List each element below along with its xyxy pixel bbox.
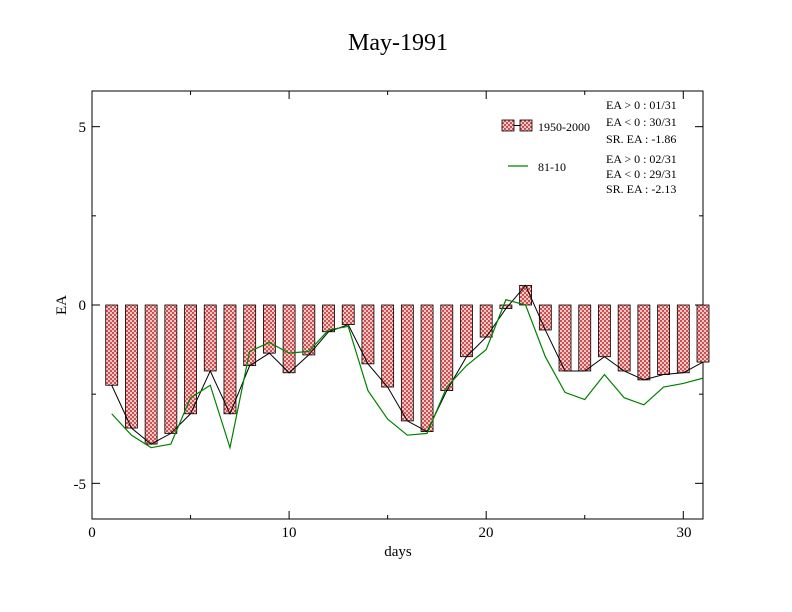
bar	[125, 304, 138, 429]
bar	[243, 304, 257, 367]
bar	[400, 304, 414, 422]
bar	[479, 304, 493, 338]
y-tick-labels: 5 0 -5	[74, 120, 87, 493]
bar	[617, 304, 631, 372]
legend-label-1950-2000: 1950-2000	[538, 120, 590, 134]
bar	[538, 304, 552, 331]
stat-ea-negative-1950-2000: EA < 0 : 30/31	[606, 115, 677, 129]
bar	[322, 304, 335, 333]
y-axis-label: EA	[54, 295, 70, 315]
bar	[381, 304, 395, 388]
bar	[144, 304, 158, 445]
chart-title: May-1991	[348, 30, 448, 56]
stat-ea-positive-1950-2000: EA > 0 : 01/31	[606, 98, 677, 112]
x-tick-labels: 0 10 20 30	[88, 525, 691, 541]
bar	[203, 304, 217, 372]
bar	[105, 304, 119, 386]
x-tick-label: 10	[282, 525, 297, 541]
stat-ea-negative-81-10: EA < 0 : 29/31	[606, 167, 677, 181]
bar	[460, 304, 473, 358]
bar	[598, 304, 611, 358]
bar	[657, 304, 670, 375]
legend-label-81-10: 81-10	[538, 160, 566, 174]
bar	[420, 304, 434, 433]
bar	[440, 304, 454, 391]
axis-ticks	[91, 91, 703, 519]
y-tick-label: 5	[79, 120, 87, 136]
bar	[637, 304, 651, 381]
bar	[578, 304, 592, 372]
x-axis-label: days	[384, 544, 412, 560]
bar	[696, 304, 710, 363]
x-tick-label: 0	[88, 525, 96, 541]
legend-swatch-1950-2000-right	[519, 119, 533, 132]
bar	[164, 304, 178, 434]
stat-sr-ea-81-10: SR. EA : -2.13	[606, 182, 676, 196]
x-tick-label: 20	[479, 525, 494, 541]
bar	[262, 304, 276, 354]
x-tick-label: 30	[677, 525, 692, 541]
legend-swatch-1950-2000-left	[501, 119, 515, 132]
stat-sr-ea-1950-2000: SR. EA : -1.86	[606, 132, 676, 146]
bar	[341, 304, 355, 326]
series-line-81-10	[111, 298, 704, 451]
legend: 1950-2000 81-10 EA > 0 : 01/31 EA < 0 : …	[501, 98, 677, 196]
bar	[558, 304, 572, 372]
bar-series-outline	[111, 284, 704, 445]
bar	[223, 304, 237, 415]
stat-ea-positive-81-10: EA > 0 : 02/31	[606, 152, 677, 166]
y-tick-label: 0	[79, 298, 87, 314]
bar-series	[105, 284, 710, 445]
y-tick-label: -5	[74, 477, 87, 493]
bar	[282, 304, 296, 374]
bar	[676, 304, 690, 374]
